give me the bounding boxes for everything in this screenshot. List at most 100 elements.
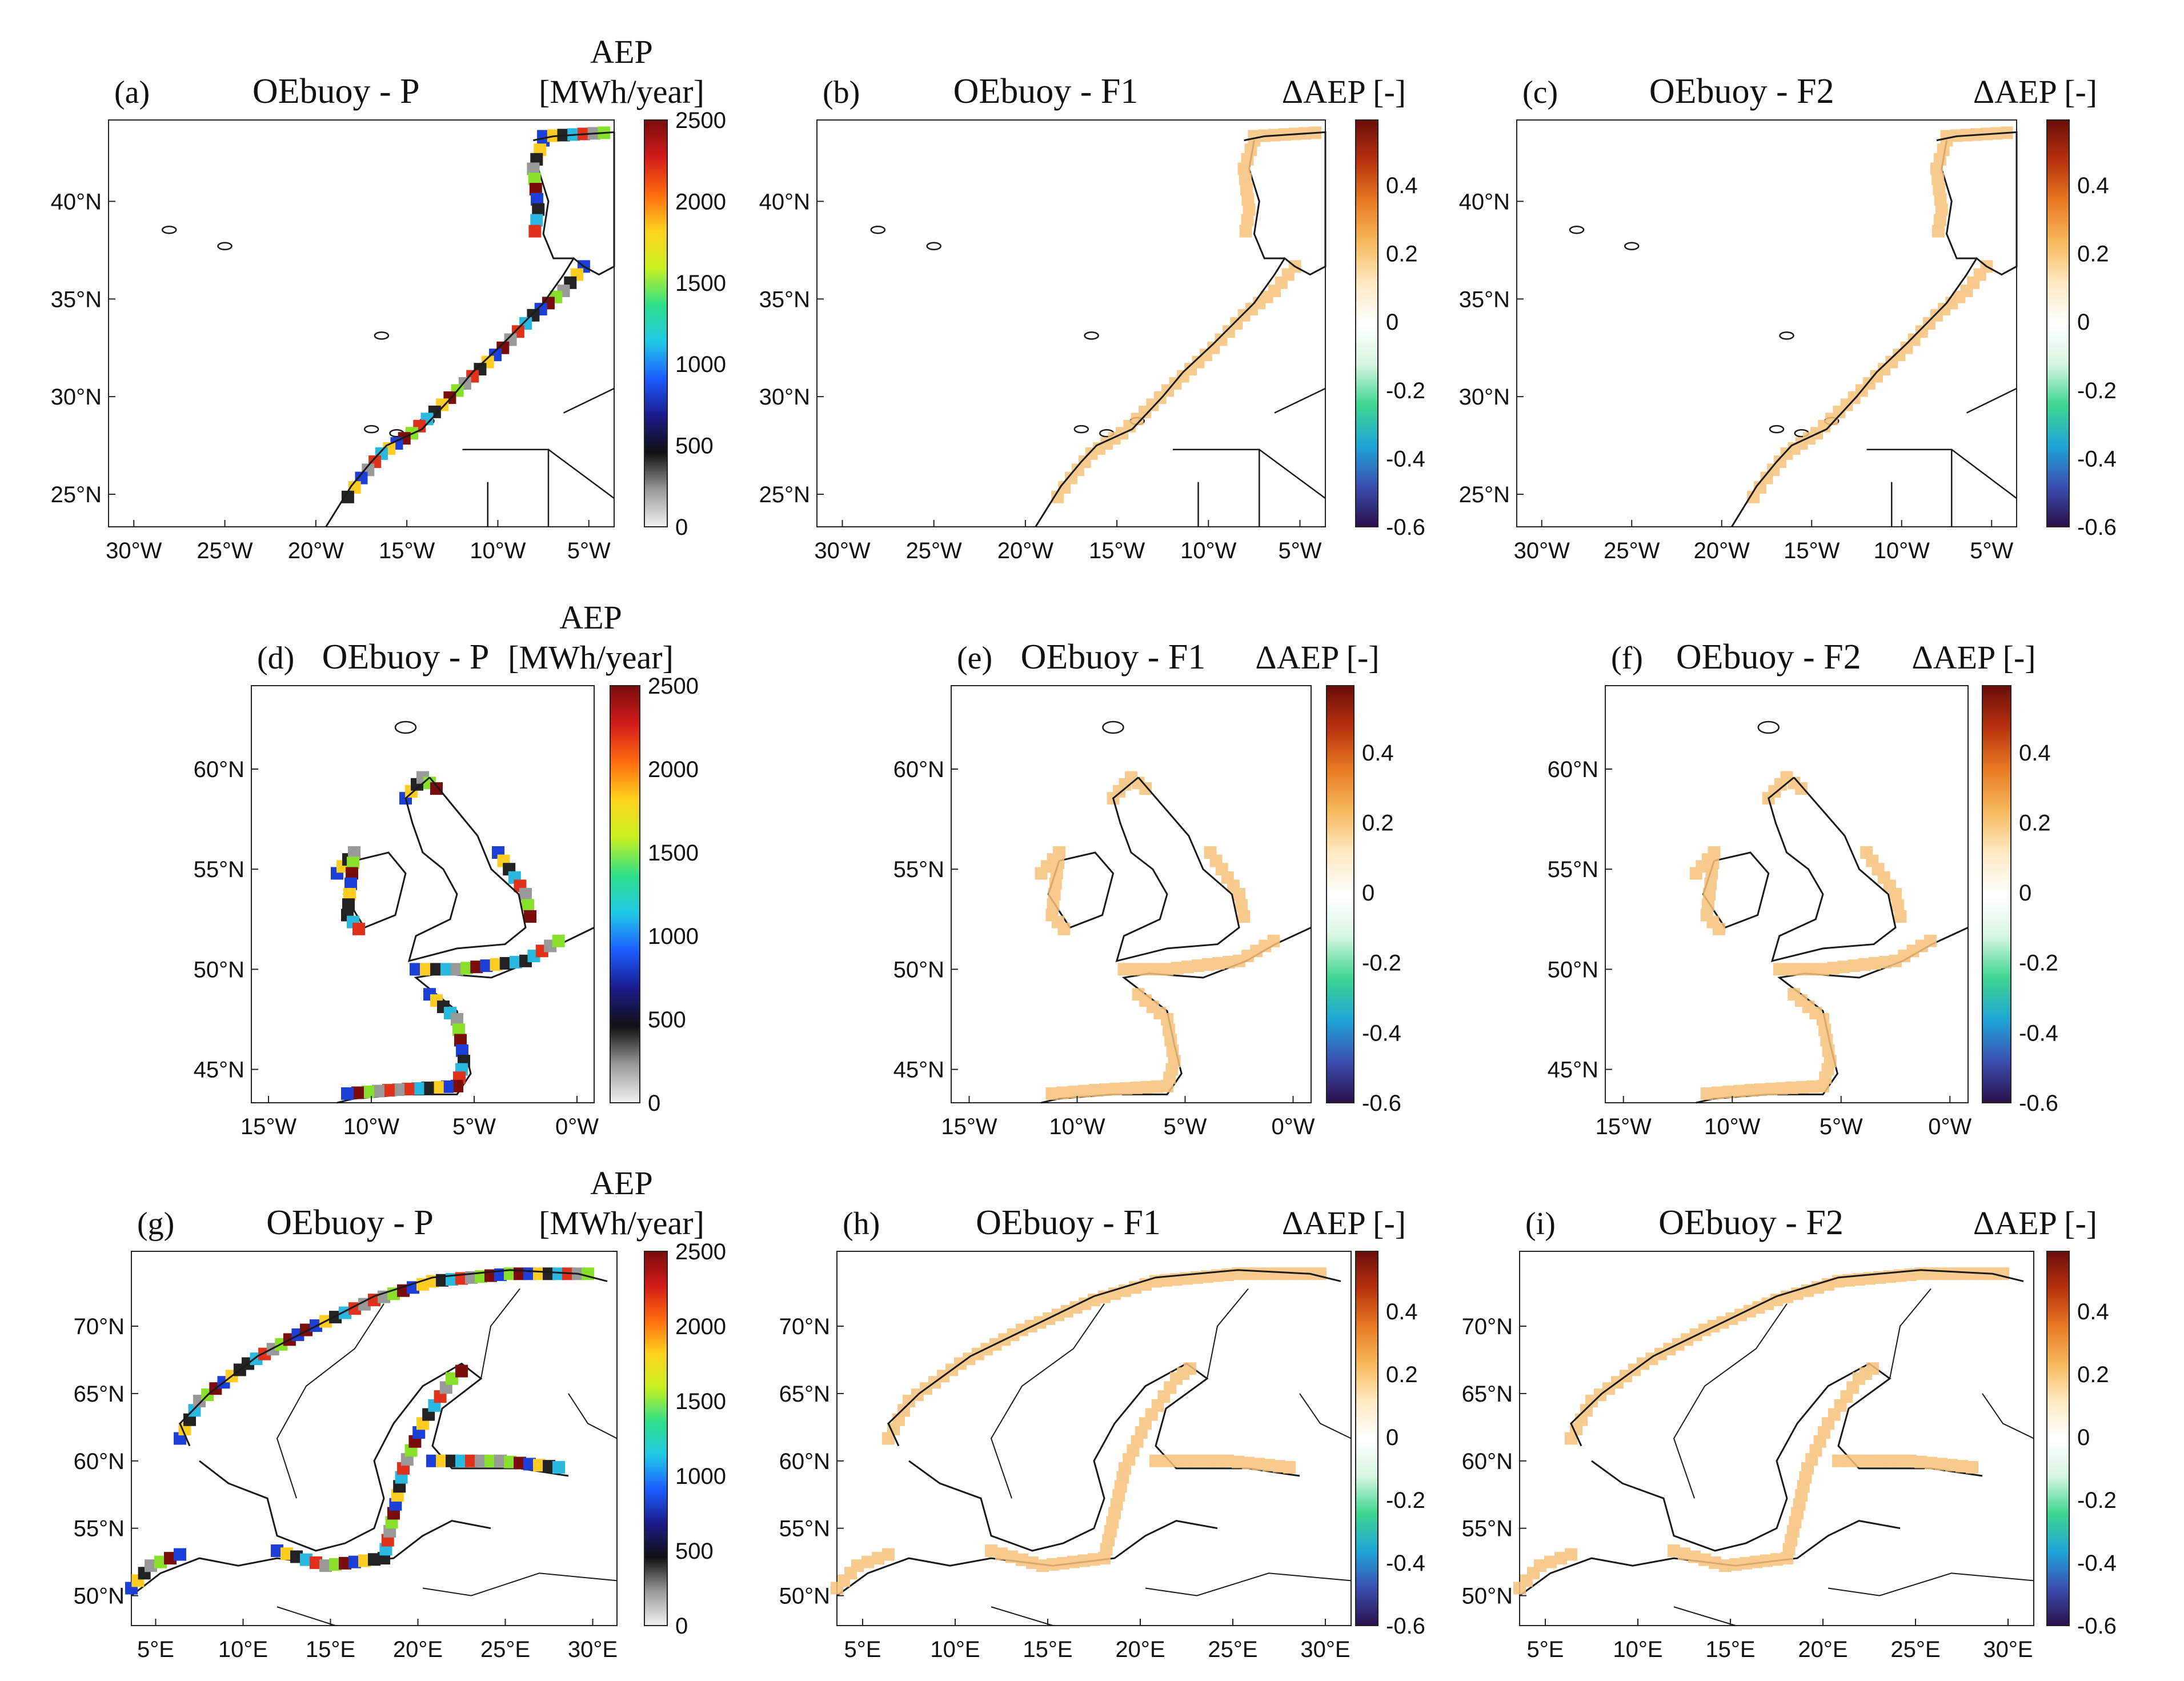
data-cell [1904, 1454, 1917, 1467]
colorbar-tick-label: 0.4 [1386, 1299, 1418, 1324]
data-cell [341, 1087, 354, 1100]
lat-tick-label: 35°N [1459, 287, 1510, 312]
lat-tick-label: 50°N [74, 1584, 125, 1609]
lon-tick-label: 5°W [452, 1114, 496, 1139]
colorbar-tick-label: 0.4 [2077, 173, 2109, 198]
data-cell [346, 867, 358, 880]
lat-tick-label: 40°N [759, 189, 810, 214]
data-cell [1223, 955, 1235, 968]
data-cell [1149, 1454, 1162, 1467]
data-cell [430, 782, 443, 795]
data-cell [1923, 934, 1937, 947]
colorbar-tick-label: 0 [2077, 1425, 2090, 1450]
data-cell [1945, 1459, 1958, 1472]
colorbar-title: ΔAEP [-] [1973, 1204, 2097, 1242]
data-cell [440, 963, 453, 976]
colorbar-tick-label: 500 [675, 1539, 714, 1564]
colorbar-tick-label: 0 [1362, 880, 1374, 906]
panel-title: OEbuoy - P [253, 72, 420, 111]
lat-tick-label: 65°N [74, 1382, 125, 1407]
data-cell [174, 1548, 186, 1561]
colorbar-title: ΔAEP [-] [1282, 1204, 1406, 1242]
data-cell [1047, 1558, 1059, 1571]
lon-tick-label: 5°W [1820, 1114, 1863, 1139]
data-cell [1192, 959, 1204, 972]
colorbar-tick-label: 0.2 [1362, 810, 1394, 835]
colorbar [1355, 1251, 1378, 1626]
data-cell [1931, 173, 1945, 186]
data-cell [1868, 956, 1881, 970]
lat-tick-label: 55°N [1548, 857, 1598, 882]
colorbar-tick-label: 0 [675, 515, 688, 540]
colorbar-tick-label: 0 [648, 1091, 660, 1116]
data-cell [392, 1083, 405, 1096]
data-cell [347, 856, 359, 870]
data-cell [480, 959, 493, 972]
data-cell [1057, 922, 1071, 935]
lon-tick-label: 25°E [480, 1637, 530, 1662]
colorbar-tick-label: -0.6 [1386, 515, 1425, 540]
lon-tick-label: 15°E [1705, 1637, 1755, 1662]
colorbar-tick-label: 2000 [675, 189, 726, 214]
data-cell [1884, 1454, 1896, 1467]
lat-tick-label: 60°N [1548, 757, 1598, 782]
data-cell [319, 1559, 332, 1572]
data-cell [1770, 1553, 1783, 1566]
data-cell [452, 1023, 465, 1036]
data-cell [1827, 962, 1840, 975]
data-cell [1534, 1559, 1546, 1572]
lat-tick-label: 50°N [194, 957, 245, 982]
map-content [870, 126, 1327, 527]
colorbar-tick-label: 0.4 [1362, 741, 1394, 766]
data-cell [534, 143, 547, 157]
panel-a: OEbuoy - P (a) 40°N 35°N 30°N 25°N 30°W 25°W 20°… [51, 33, 726, 563]
colorbar-tick-label: 1000 [675, 352, 726, 377]
data-cell [1088, 1553, 1100, 1566]
lon-tick-label: 30°E [1983, 1637, 2033, 1662]
data-cell [1894, 1454, 1906, 1467]
data-cell [533, 1459, 546, 1472]
data-cell [430, 963, 443, 976]
data-cell [851, 1559, 864, 1572]
panel-label: (i) [1525, 1206, 1556, 1242]
data-cell [402, 1083, 415, 1096]
data-cell [1866, 1362, 1879, 1375]
data-cell [348, 1555, 361, 1568]
map-frame [1519, 1251, 2034, 1626]
colorbar-title: [MWh/year] [508, 639, 674, 676]
island-outline [1757, 721, 1780, 734]
lon-tick-label: 25°W [197, 538, 253, 563]
data-cell [1139, 782, 1152, 795]
data-cell [1709, 1556, 1721, 1569]
island-outline [161, 225, 177, 234]
map-content [1035, 721, 1312, 1104]
colorbar-tick-label: -0.4 [2077, 1551, 2117, 1576]
data-cell [1053, 846, 1065, 859]
data-cell [1842, 1454, 1855, 1467]
lat-tick-label: 60°N [893, 757, 944, 782]
island-outline [217, 242, 233, 250]
data-cell [1711, 1086, 1724, 1099]
data-cell [1700, 1087, 1713, 1100]
panel-d: OEbuoy - P (d) 60°N 55°N 50°N 45°N 15°W 10°W 5°W… [194, 599, 699, 1139]
panel-i: OEbuoy - F2 (i) 70°N 65°N 60°N 55°N 50°N 5°E 10°… [1462, 1203, 2117, 1662]
coastline-norway [1570, 1269, 2024, 1447]
data-cell [329, 1558, 342, 1571]
colorbar-tick-label: 500 [648, 1007, 686, 1032]
data-cell [355, 471, 368, 485]
colorbar [644, 119, 668, 527]
panel-e: OEbuoy - F1 (e) 60°N 55°N 50°N 45°N 15°W 10°W 5°… [893, 638, 1401, 1139]
data-cell [1166, 1044, 1179, 1057]
panel-title: OEbuoy - F2 [1676, 638, 1861, 677]
map-frame [251, 685, 595, 1103]
data-cell [1232, 1455, 1244, 1468]
map-frame [951, 685, 1312, 1103]
data-cell [368, 1553, 380, 1566]
data-cell [1722, 1086, 1735, 1099]
panel-label: (g) [137, 1206, 174, 1242]
colorbar [2046, 1251, 2070, 1626]
lon-tick-label: 15°W [241, 1114, 296, 1139]
data-cells [1035, 771, 1280, 1100]
data-cell [1005, 1550, 1018, 1563]
data-cell [1151, 1080, 1163, 1093]
